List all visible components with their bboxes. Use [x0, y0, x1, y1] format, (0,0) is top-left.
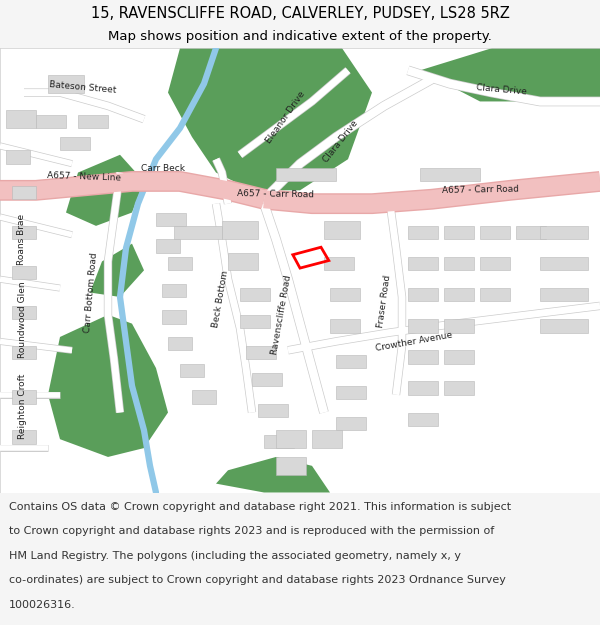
- Bar: [444, 319, 474, 332]
- Bar: [180, 364, 204, 377]
- Bar: [168, 337, 192, 350]
- Bar: [540, 288, 588, 301]
- Bar: [36, 115, 66, 128]
- Polygon shape: [420, 48, 600, 101]
- Polygon shape: [168, 48, 372, 191]
- Text: Fraser Road: Fraser Road: [376, 274, 392, 328]
- Polygon shape: [48, 315, 168, 457]
- Bar: [336, 355, 366, 368]
- Bar: [162, 284, 186, 297]
- Text: Carr Beck: Carr Beck: [141, 164, 185, 174]
- Text: Beck Bottom: Beck Bottom: [211, 270, 230, 329]
- Bar: [156, 213, 186, 226]
- Bar: [6, 151, 30, 164]
- Text: Carr Bottom Road: Carr Bottom Road: [83, 252, 99, 333]
- Bar: [336, 386, 366, 399]
- Text: HM Land Registry. The polygons (including the associated geometry, namely x, y: HM Land Registry. The polygons (includin…: [9, 551, 461, 561]
- Bar: [444, 381, 474, 395]
- Bar: [6, 111, 36, 128]
- Text: Reighton Croft: Reighton Croft: [18, 373, 28, 439]
- Bar: [12, 306, 36, 319]
- Text: Roundwood Glen: Roundwood Glen: [18, 281, 28, 357]
- Text: 15, RAVENSCLIFFE ROAD, CALVERLEY, PUDSEY, LS28 5RZ: 15, RAVENSCLIFFE ROAD, CALVERLEY, PUDSEY…: [91, 6, 509, 21]
- Bar: [264, 435, 294, 448]
- Bar: [540, 319, 588, 332]
- Bar: [408, 226, 438, 239]
- Bar: [540, 226, 588, 239]
- Text: A657 - Carr Road: A657 - Carr Road: [442, 184, 518, 194]
- Bar: [222, 221, 258, 239]
- Text: Clara Drive: Clara Drive: [322, 119, 360, 164]
- Bar: [240, 315, 270, 328]
- Bar: [258, 404, 288, 417]
- Bar: [480, 226, 510, 239]
- Polygon shape: [90, 244, 144, 297]
- Bar: [408, 257, 438, 270]
- Text: Contains OS data © Crown copyright and database right 2021. This information is : Contains OS data © Crown copyright and d…: [9, 502, 511, 512]
- Bar: [408, 350, 438, 364]
- Text: 100026316.: 100026316.: [9, 600, 76, 610]
- Text: Bateson Street: Bateson Street: [49, 80, 117, 94]
- Bar: [444, 350, 474, 364]
- Bar: [444, 257, 474, 270]
- Bar: [408, 319, 438, 332]
- Text: Crowther Avenue: Crowther Avenue: [375, 330, 453, 352]
- Bar: [444, 226, 474, 239]
- Bar: [12, 430, 36, 444]
- Text: to Crown copyright and database rights 2023 and is reproduced with the permissio: to Crown copyright and database rights 2…: [9, 526, 494, 536]
- Bar: [162, 310, 186, 324]
- Polygon shape: [66, 155, 144, 226]
- Text: A657 - New Line: A657 - New Line: [47, 171, 121, 182]
- Text: Map shows position and indicative extent of the property.: Map shows position and indicative extent…: [108, 29, 492, 42]
- Bar: [516, 226, 546, 239]
- Text: Eleanor Drive: Eleanor Drive: [264, 89, 307, 145]
- Text: Roans Brae: Roans Brae: [17, 214, 26, 265]
- Bar: [246, 346, 276, 359]
- Bar: [276, 430, 306, 448]
- Bar: [12, 226, 36, 239]
- Bar: [12, 186, 36, 199]
- Bar: [12, 346, 36, 359]
- Bar: [276, 168, 336, 181]
- Bar: [252, 372, 282, 386]
- Bar: [12, 390, 36, 404]
- Bar: [408, 412, 438, 426]
- Bar: [420, 168, 480, 181]
- Bar: [228, 253, 258, 270]
- Bar: [276, 457, 306, 475]
- Bar: [480, 288, 510, 301]
- Bar: [540, 257, 588, 270]
- Bar: [156, 239, 180, 252]
- Bar: [324, 257, 354, 270]
- Text: A657 - Carr Road: A657 - Carr Road: [238, 189, 314, 199]
- Bar: [12, 266, 36, 279]
- Bar: [312, 430, 342, 448]
- Bar: [60, 137, 90, 151]
- Polygon shape: [216, 457, 330, 492]
- Bar: [78, 115, 108, 128]
- Bar: [330, 319, 360, 332]
- Bar: [408, 288, 438, 301]
- Bar: [408, 381, 438, 395]
- Bar: [336, 417, 366, 430]
- Bar: [330, 288, 360, 301]
- Bar: [444, 288, 474, 301]
- Bar: [240, 288, 270, 301]
- Bar: [324, 221, 360, 239]
- Text: Ravenscliffe Road: Ravenscliffe Road: [271, 274, 293, 355]
- Bar: [48, 75, 84, 92]
- Bar: [192, 390, 216, 404]
- Text: Clara Drive: Clara Drive: [475, 82, 527, 96]
- Bar: [168, 257, 192, 270]
- Bar: [480, 257, 510, 270]
- Text: co-ordinates) are subject to Crown copyright and database rights 2023 Ordnance S: co-ordinates) are subject to Crown copyr…: [9, 575, 506, 585]
- Bar: [174, 226, 222, 239]
